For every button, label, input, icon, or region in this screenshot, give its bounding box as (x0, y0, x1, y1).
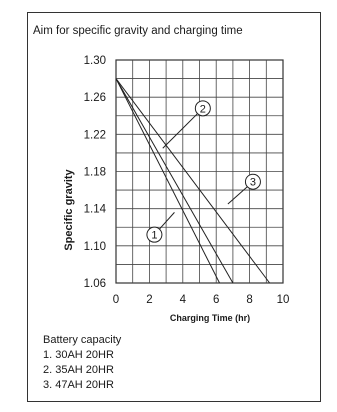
legend-heading: Battery capacity (43, 334, 122, 346)
y-tick-label: 1.06 (84, 278, 106, 290)
x-axis-label: Charging Time (hr) (170, 313, 250, 323)
y-tick-label: 1.14 (84, 204, 107, 216)
y-tick-label: 1.30 (84, 55, 106, 67)
y-axis-label: Specific gravity (63, 168, 75, 250)
y-tick-label: 1.22 (84, 129, 106, 141)
series-line-1 (115, 78, 220, 284)
x-tick-label: 6 (213, 294, 219, 306)
series-marker-circle-1 (146, 226, 163, 243)
leader-line-2 (162, 107, 204, 149)
chart-frame (27, 12, 321, 402)
series-marker-label-1: 1 (151, 230, 157, 242)
chart-title: Aim for specific gravity and charging ti… (33, 25, 243, 37)
legend-item-2: 2. 35AH 20HR (43, 364, 114, 376)
y-tick-label: 1.10 (84, 241, 106, 253)
legend-item-1: 1. 30AH 20HR (43, 349, 114, 361)
legend: Battery capacity 1. 30AH 20HR 2. 35AH 20… (43, 333, 121, 393)
y-tick-label: 1.18 (84, 167, 106, 179)
y-tick-label: 1.26 (84, 92, 106, 104)
series-marker-circle-3 (244, 173, 261, 190)
series-marker-label-2: 2 (200, 103, 206, 115)
legend-item-3: 3. 47AH 20HR (43, 379, 114, 391)
tick-labels: 1.30 1.26 1.22 1.18 1.14 1.10 1.06 0 2 4 6 8 10 (84, 55, 290, 306)
series-marker-circle-2 (194, 100, 211, 117)
x-tick-label: 2 (146, 294, 152, 306)
grid (115, 59, 284, 284)
x-tick-label: 4 (180, 294, 187, 306)
x-tick-label: 8 (246, 294, 252, 306)
annotations: 1 2 3 (146, 100, 261, 243)
series-line-2 (115, 78, 234, 284)
series-marker-label-3: 3 (250, 177, 256, 189)
x-tick-label: 0 (113, 294, 119, 306)
x-tick-label: 10 (277, 294, 290, 306)
series-line-3 (115, 78, 271, 284)
series-lines (115, 78, 271, 284)
